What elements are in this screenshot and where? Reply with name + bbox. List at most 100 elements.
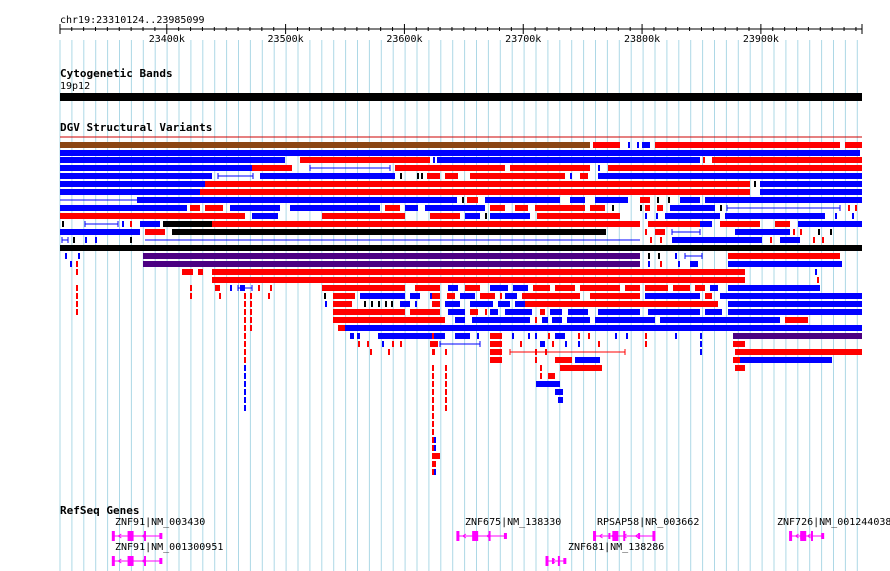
variant-mark	[432, 373, 434, 379]
variant-bar	[300, 157, 430, 163]
variant-bar	[498, 301, 510, 307]
variant-bar	[385, 205, 400, 211]
track-title-dgv[interactable]: DGV Structural Variants	[60, 121, 213, 134]
variant-mark	[358, 341, 360, 347]
gene-strand-arrow	[794, 533, 799, 539]
variant-bar	[780, 237, 800, 243]
variant-bar	[798, 221, 862, 227]
gene-strand-arrow	[598, 533, 603, 539]
variant-bar	[590, 293, 640, 299]
refseq-gene-label[interactable]: ZNF681|NM_138286	[568, 542, 665, 553]
variant-bar	[198, 269, 203, 275]
variant-mark	[417, 173, 419, 179]
variant-mark	[244, 325, 246, 331]
variant-bar	[608, 165, 862, 171]
variant-mark	[392, 341, 394, 347]
variant-bar	[143, 261, 640, 267]
variant-mark	[62, 221, 64, 227]
variant-bar	[655, 142, 840, 148]
variant-bar	[655, 229, 665, 235]
gene-exon	[612, 531, 619, 541]
variant-mark	[382, 341, 384, 347]
variant-mark	[432, 405, 434, 411]
variant-mark	[703, 157, 705, 163]
gene-strand-arrow	[610, 533, 615, 539]
refseq-gene-label[interactable]: ZNF726|NM_001244038	[777, 517, 890, 528]
variant-bar	[465, 213, 480, 219]
track-title-cytoband[interactable]: Cytogenetic Bands	[60, 67, 173, 80]
variant-bar	[460, 293, 475, 299]
variant-mark	[445, 381, 447, 387]
variant-mark	[598, 165, 600, 171]
variant-mark	[598, 341, 600, 347]
variant-mark	[485, 309, 487, 315]
variant-mark	[648, 253, 650, 259]
variant-bar	[470, 301, 493, 307]
variant-bar	[645, 205, 650, 211]
variant-bar	[470, 309, 478, 315]
variant-bar	[432, 349, 435, 355]
refseq-gene-label[interactable]: ZNF91|NM_003430	[115, 517, 206, 528]
refseq-gene-label[interactable]: ZNF91|NM_001300951	[115, 542, 224, 553]
track-title-refseq[interactable]: RefSeq Genes	[60, 504, 140, 517]
variant-mark	[250, 309, 252, 315]
variant-bar	[345, 325, 862, 331]
variant-bar	[725, 213, 825, 219]
cytoband-label: 19p12	[60, 81, 91, 92]
variant-bar	[212, 221, 640, 227]
refseq-gene-label[interactable]: ZNF675|NM_138330	[465, 517, 562, 528]
variant-bar	[575, 357, 600, 363]
variant-bar	[728, 285, 820, 291]
variant-bar	[252, 213, 278, 219]
variant-bar	[470, 173, 565, 179]
variant-bar	[760, 189, 862, 195]
variant-mark	[244, 341, 246, 347]
gene-exon	[652, 531, 656, 541]
variant-mark	[754, 181, 756, 187]
variant-bar	[490, 205, 505, 211]
variant-mark	[76, 293, 78, 299]
variant-mark	[258, 285, 260, 291]
ruler-tick-label: 23500k	[267, 34, 304, 45]
gene-exon	[557, 556, 560, 566]
variant-mark	[371, 301, 373, 307]
variant-bar	[505, 309, 532, 315]
variant-bar	[533, 285, 550, 291]
variant-mark	[835, 213, 837, 219]
variant-mark	[130, 221, 132, 227]
variant-bar	[322, 213, 405, 219]
variant-bar	[472, 317, 530, 323]
variant-bar	[535, 205, 585, 211]
variant-mark	[85, 237, 87, 243]
variant-mark	[830, 229, 832, 235]
variant-mark	[628, 142, 630, 148]
variant-mark	[76, 285, 78, 291]
ruler-tick-label: 23800k	[624, 34, 661, 45]
variant-bar	[590, 205, 605, 211]
variant-bar	[215, 285, 220, 291]
variant-mark	[545, 349, 547, 355]
variant-bar	[60, 165, 252, 171]
variant-mark	[270, 285, 272, 291]
variant-bar	[733, 333, 862, 339]
variant-mark	[190, 293, 192, 299]
variant-bar	[137, 197, 457, 203]
variant-mark	[430, 293, 432, 299]
variant-bar	[400, 301, 410, 307]
refseq-gene-label[interactable]: RPSAP58|NR_003662	[597, 517, 700, 528]
variant-bar	[733, 357, 740, 363]
variant-bar	[432, 453, 440, 459]
variant-bar	[60, 229, 140, 235]
variant-bar	[540, 341, 545, 347]
variant-bar	[580, 173, 588, 179]
variant-mark	[815, 269, 817, 275]
variant-bar	[775, 221, 790, 227]
variant-mark	[657, 197, 659, 203]
variant-mark	[190, 285, 192, 291]
variant-mark	[818, 229, 820, 235]
variant-mark	[793, 229, 795, 235]
variant-bar	[465, 285, 480, 291]
variant-mark	[432, 365, 434, 371]
variant-bar	[432, 293, 440, 299]
